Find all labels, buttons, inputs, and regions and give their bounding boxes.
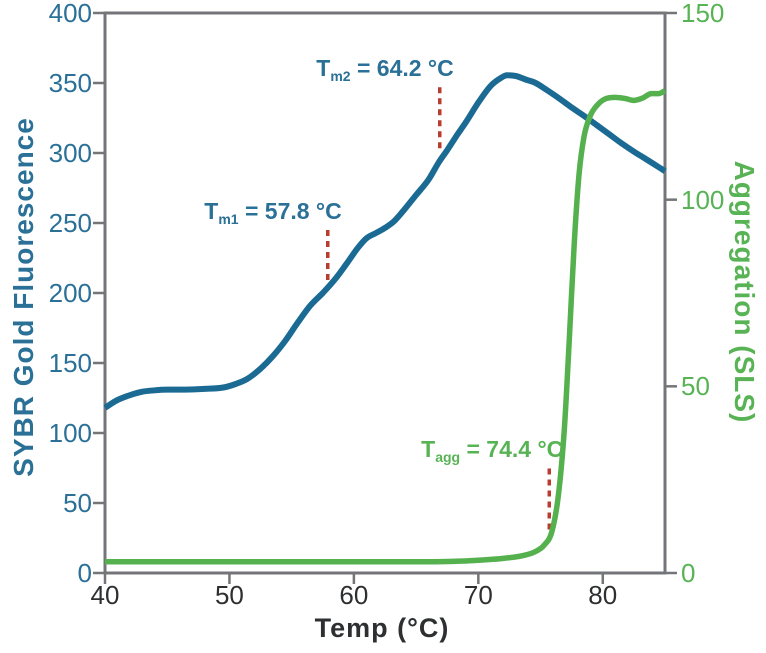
- right-axis-tick-label: 50: [681, 371, 710, 402]
- left-axis-tick-label: 300: [48, 138, 92, 168]
- left-axis-tick-label: 200: [48, 278, 92, 308]
- right-axis-tick-label: 0: [681, 558, 696, 588]
- left-axis-title: SYBR Gold Fluorescence: [8, 117, 39, 477]
- x-axis-tick-label: 60: [339, 580, 369, 610]
- left-axis-tick-label: 0: [77, 558, 92, 588]
- x-axis-tick-label: 40: [90, 580, 120, 610]
- right-axis-title: Aggregation (SLS): [729, 160, 760, 424]
- annotation-tm1-label: Tm1 = 57.8 °C: [204, 198, 342, 227]
- left-axis-tick-label: 150: [48, 348, 92, 378]
- left-axis-tick-label: 250: [48, 208, 92, 238]
- annotation-tm2-label: Tm2 = 64.2 °C: [316, 55, 454, 85]
- right-axis-tick-label: 150: [681, 0, 725, 28]
- x-axis-title: Temp (°C): [314, 613, 450, 643]
- left-axis-tick-label: 400: [48, 0, 92, 28]
- right-axis-tick-label: 100: [681, 184, 725, 215]
- left-axis-tick-label: 50: [63, 488, 92, 518]
- annotation-tagg-label: Tagg = 74.4 °C: [421, 436, 564, 466]
- plot-border: [103, 11, 667, 575]
- sybr-fluorescence-curve: [103, 72, 667, 411]
- aggregation-sls-curve: [104, 88, 667, 565]
- left-axis-tick-label: 100: [48, 418, 92, 448]
- x-axis-tick-label: 80: [588, 580, 618, 610]
- x-axis-tick-label: 50: [214, 580, 244, 610]
- left-axis-tick-label: 350: [48, 68, 92, 98]
- x-axis-tick-label: 70: [463, 580, 493, 610]
